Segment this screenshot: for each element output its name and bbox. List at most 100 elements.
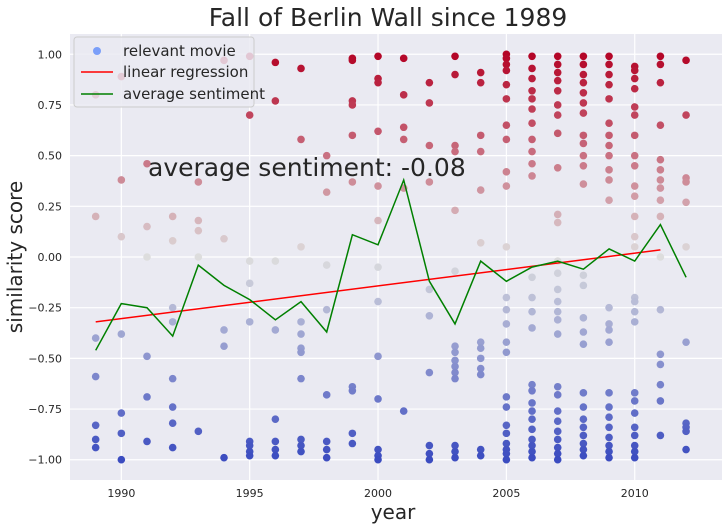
scatter-point [630, 131, 639, 140]
scatter-point [630, 318, 639, 326]
scatter-point [322, 305, 331, 314]
scatter-point [194, 216, 203, 225]
scatter-point [579, 70, 588, 79]
scatter-point [245, 111, 254, 119]
scatter-point [656, 397, 665, 405]
scatter-point [553, 76, 562, 85]
scatter-point [168, 374, 177, 383]
scatter-point [476, 78, 485, 87]
scatter-point [399, 54, 408, 63]
scatter-point [528, 135, 536, 144]
scatter-point [528, 399, 536, 407]
scatter-point [579, 439, 588, 448]
scatter-point [502, 182, 511, 190]
scatter-point [399, 407, 408, 415]
scatter-point [630, 423, 639, 432]
scatter-point [630, 389, 639, 397]
y-axis-label: similarity score [3, 181, 27, 333]
scatter-point [271, 97, 280, 105]
scatter-point [348, 131, 357, 140]
scatter-point [630, 307, 639, 316]
scatter-point [502, 66, 511, 75]
x-tick-label: 1990 [107, 487, 135, 500]
scatter-point [374, 455, 382, 464]
scatter-point [630, 297, 639, 306]
scatter-point [451, 368, 459, 377]
scatter-point [656, 155, 665, 164]
scatter-point [528, 95, 536, 103]
scatter-point [271, 451, 280, 460]
scatter-point [502, 348, 511, 357]
scatter-point [553, 435, 562, 444]
scatter-point [528, 105, 536, 113]
scatter-point [656, 121, 665, 130]
scatter-point [271, 445, 280, 454]
scatter-point [451, 374, 459, 383]
scatter-point [297, 64, 305, 73]
scatter-point [476, 186, 485, 194]
scatter-point [425, 311, 434, 320]
x-tick-label: 1995 [236, 487, 264, 500]
scatter-point [656, 78, 665, 87]
scatter-point [553, 129, 562, 138]
scatter-point [579, 328, 588, 336]
scatter-point [451, 453, 459, 462]
scatter-point [630, 74, 639, 83]
scatter-point [630, 397, 639, 405]
legend-label-relevant-movie: relevant movie [123, 42, 236, 60]
scatter-point [91, 212, 100, 221]
scatter-point [502, 243, 511, 251]
average-sentiment-line [95, 177, 687, 351]
scatter-point [682, 338, 690, 346]
scatter-point [605, 447, 613, 456]
grid [70, 34, 722, 480]
scatter-point [399, 135, 408, 144]
scatter-point [656, 253, 665, 261]
scatter-point [348, 56, 357, 65]
scatter-point [476, 338, 485, 346]
scatter-point [451, 342, 459, 351]
scatter-point [528, 172, 536, 180]
scatter-point [297, 441, 305, 450]
scatter-point [528, 387, 536, 395]
scatter-point [630, 232, 639, 241]
scatter-point [374, 352, 382, 361]
scatter-point [502, 121, 511, 130]
scatter-point [168, 419, 177, 428]
scatter-point [143, 222, 151, 231]
scatter-point [528, 407, 536, 415]
scatter-point [502, 320, 511, 328]
scatter-point [630, 409, 639, 417]
scatter-point [630, 453, 639, 462]
scatter-point [553, 297, 562, 306]
legend-box [73, 36, 255, 108]
scatter-point [451, 141, 459, 150]
scatter-point [630, 151, 639, 160]
scatter-point [245, 441, 254, 450]
scatter-point [502, 393, 511, 401]
scatter-point [322, 391, 331, 399]
scatter-point [553, 382, 562, 391]
scatter-point [605, 131, 613, 140]
scatter-point [143, 159, 151, 168]
scatter-point [91, 334, 100, 342]
scatter-point [374, 297, 382, 306]
scatter-point [271, 257, 280, 265]
scatter-point [579, 60, 588, 69]
legend: relevant movie linear regression average… [73, 36, 265, 108]
scatter-point [553, 443, 562, 452]
scatter-point [630, 182, 639, 190]
scatter-point [348, 439, 357, 448]
scatter-point [425, 141, 434, 150]
scatter-point [502, 60, 511, 69]
scatter-point [91, 443, 100, 452]
scatter-point [553, 417, 562, 426]
scatter-point [117, 409, 126, 417]
scatter-point [91, 421, 100, 430]
scatter-point [553, 407, 562, 415]
x-tick-label: 2000 [364, 487, 392, 500]
scatter-point [579, 403, 588, 411]
scatter-point [579, 423, 588, 432]
scatter-point [143, 253, 151, 261]
scatter-point [502, 135, 511, 144]
